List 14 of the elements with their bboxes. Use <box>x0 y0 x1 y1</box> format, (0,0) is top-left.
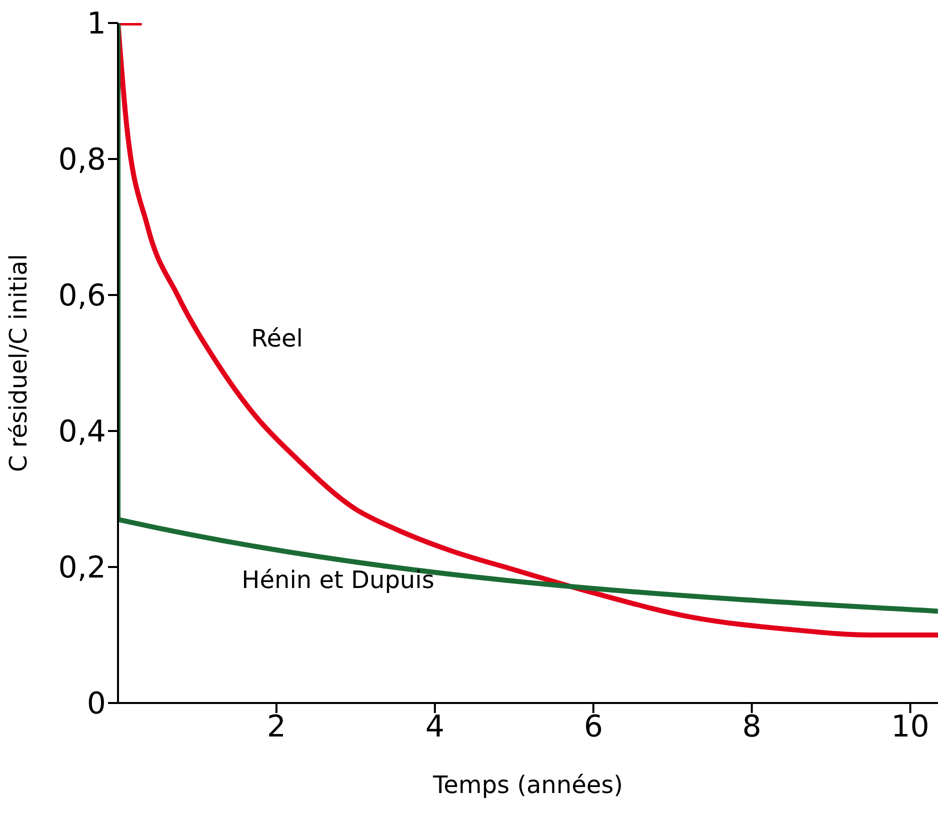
y-tick-label: 0 <box>86 686 106 722</box>
x-tick-label: 6 <box>584 709 603 744</box>
x-tick-label: 2 <box>266 709 286 744</box>
series-label: Hénin et Dupuis <box>242 566 434 594</box>
y-tick-label: 0,6 <box>58 278 106 314</box>
y-tick-label: 0,8 <box>58 142 106 178</box>
x-axis-title: Temps (années) <box>432 771 623 799</box>
y-tick-label: 1 <box>86 6 106 42</box>
y-tick-label: 0,4 <box>58 414 106 450</box>
x-tick-label: 4 <box>425 709 444 744</box>
y-tick-label: 0,2 <box>58 550 106 586</box>
x-tick-label: 8 <box>742 709 762 744</box>
series-label: Réel <box>251 324 303 353</box>
x-tick-label: 10 <box>891 709 930 744</box>
